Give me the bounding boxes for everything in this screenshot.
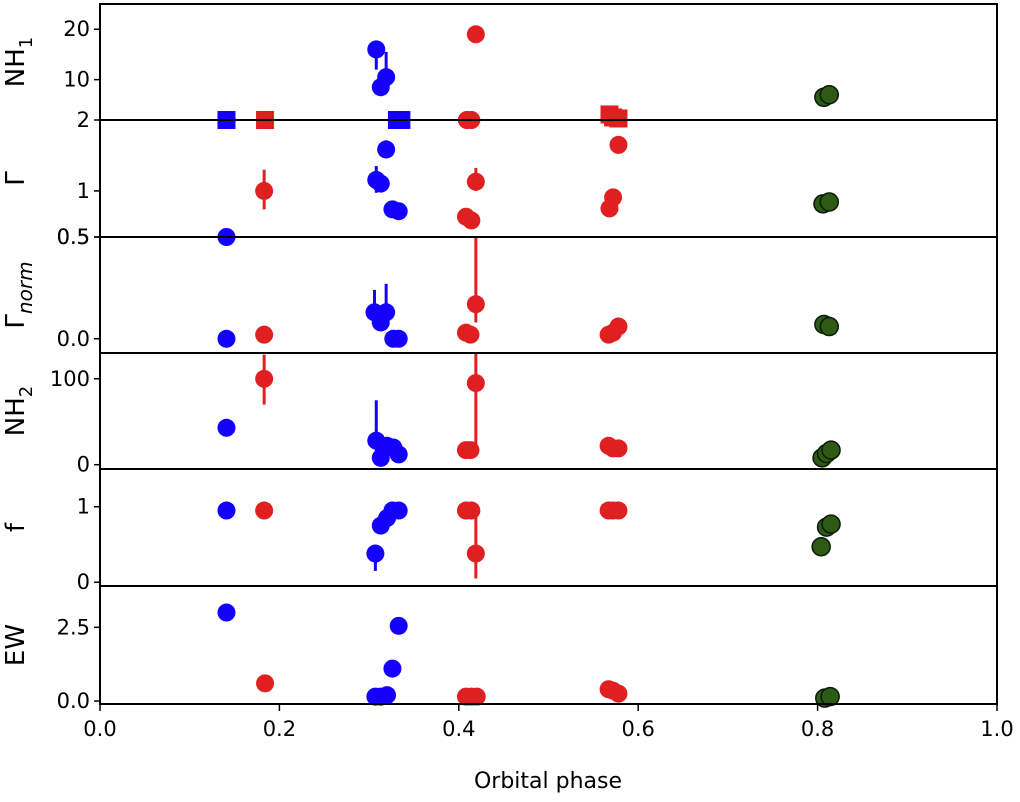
point-nh1-4 <box>377 68 396 87</box>
point-nh2-0 <box>217 418 236 437</box>
point-gamma-norm-1 <box>255 325 274 344</box>
point-gamma-norm-14 <box>819 316 840 337</box>
x-axis: Orbital phase 0.0 0.2 0.4 0.6 0.8 1.0 <box>83 704 1014 794</box>
xtick-label-1: 0.2 <box>263 717 296 741</box>
panels-layer: 21020NH10.51Γ0.00.5Γnorm0100NH201f0.02.5… <box>1 3 998 713</box>
panel-gamma-norm: 0.0 0.5 Γnorm <box>1 225 998 354</box>
point-gamma-norm-9 <box>466 295 485 314</box>
ylabel-nh2: NH2 <box>1 386 37 436</box>
panel-frame-nh2 <box>99 352 998 470</box>
point-gamma-norm-4 <box>377 303 396 322</box>
panel-ew: 0.0 2.5 EW <box>1 585 998 713</box>
ytick-label-nh1-1: 10 <box>63 68 90 92</box>
point-ew-9 <box>467 687 486 706</box>
point-gamma-11 <box>604 188 623 207</box>
ytick-label-ew-0: 0.0 <box>57 689 90 713</box>
point-f-2 <box>366 544 385 563</box>
ylabel-nh1: NH1 <box>1 37 37 87</box>
point-ew-6 <box>389 616 408 635</box>
ytick-label-gamma-1: 1 <box>77 179 90 203</box>
point-gamma-9 <box>466 172 485 191</box>
ylabel-ew: EW <box>1 624 31 666</box>
xtick-label-4: 0.8 <box>801 717 834 741</box>
point-gamma-norm-6 <box>389 329 408 348</box>
point-ew-0 <box>217 603 236 622</box>
ylabel-gamma-norm: Γnorm <box>1 261 37 328</box>
point-gamma-norm-12 <box>609 317 628 336</box>
point-nh1-2 <box>367 40 386 59</box>
ylabel-sub-nh1: 1 <box>16 37 37 48</box>
point-f-12 <box>609 501 628 520</box>
xtick-label-3: 0.6 <box>621 717 654 741</box>
panel-frame-f <box>99 468 998 587</box>
ylabel-main-nh2: NH <box>1 397 31 436</box>
panel-f: 0 1 f <box>1 468 998 594</box>
panel-frame-ew <box>99 585 998 705</box>
point-gamma-norm-8 <box>461 325 480 344</box>
ylabel-main-f: f <box>1 522 31 532</box>
panel-nh2: 0 100 NH2 <box>1 352 998 477</box>
ytick-label-nh1-0: 2 <box>77 108 90 132</box>
ylabel-main-nh1: NH <box>1 48 31 87</box>
point-gamma-6 <box>389 202 408 221</box>
xtick-label-5: 1.0 <box>980 717 1013 741</box>
ylabel-gamma: Γ <box>1 171 31 186</box>
ylabel-main-ew: EW <box>1 624 31 666</box>
point-gamma-norm-0 <box>217 329 236 348</box>
ylabel-main-gamma-norm: Γ <box>1 314 31 329</box>
point-f-1 <box>255 501 274 520</box>
point-ew-12 <box>609 684 628 703</box>
panel-nh1: 2 10 20 NH1 <box>1 3 998 132</box>
ytick-label-gamma-norm-1: 0.5 <box>57 225 90 249</box>
point-nh2-12 <box>609 439 628 458</box>
point-gamma-4 <box>377 140 396 159</box>
point-f-0 <box>217 501 236 520</box>
point-f-9 <box>466 544 485 563</box>
point-gamma-12 <box>609 135 628 154</box>
ytick-label-gamma-0: 0.5 <box>57 225 90 249</box>
point-f-8 <box>462 501 481 520</box>
point-f-15 <box>821 514 841 534</box>
panel-frame-nh1 <box>99 3 998 121</box>
point-ew-4 <box>378 686 397 705</box>
ytick-label-f-0: 0 <box>77 570 90 594</box>
x-axis-label: Orbital phase <box>474 769 622 794</box>
point-f-6 <box>389 501 408 520</box>
point-nh2-6 <box>389 445 408 464</box>
ytick-label-f-1: 1 <box>77 495 90 519</box>
ytick-label-ew-1: 2.5 <box>57 615 90 639</box>
point-nh2-1 <box>255 369 274 388</box>
ylabel-sub-gamma-norm: norm <box>13 261 37 314</box>
point-ew-5 <box>383 659 402 678</box>
xtick-label-2: 0.4 <box>442 717 475 741</box>
ylabel-sub-nh2: 2 <box>16 386 37 397</box>
point-ew-1 <box>256 674 275 693</box>
panel-frame-gamma <box>99 119 998 238</box>
xtick-label-0: 0.0 <box>83 717 116 741</box>
point-gamma-8 <box>462 211 481 230</box>
ytick-label-nh2-0: 0 <box>77 453 90 477</box>
point-nh1-14 <box>819 85 840 105</box>
ylabel-main-gamma: Γ <box>1 171 31 186</box>
point-nh1-12 <box>609 109 628 128</box>
point-nh2-15 <box>821 440 841 460</box>
point-gamma-1 <box>255 181 274 200</box>
panel-gamma: 0.5 1 Γ <box>1 119 998 249</box>
ylabel-f: f <box>1 522 31 532</box>
point-gamma-3 <box>371 174 390 193</box>
point-f-13 <box>811 536 831 557</box>
ytick-label-nh1-2: 20 <box>63 17 90 41</box>
ytick-label-gamma-norm-0: 0.0 <box>57 327 90 351</box>
point-nh2-9 <box>466 374 485 393</box>
point-gamma-14 <box>819 192 840 212</box>
ytick-label-nh2-1: 100 <box>50 367 90 391</box>
point-nh1-9 <box>466 25 485 44</box>
point-ew-14 <box>820 686 840 707</box>
